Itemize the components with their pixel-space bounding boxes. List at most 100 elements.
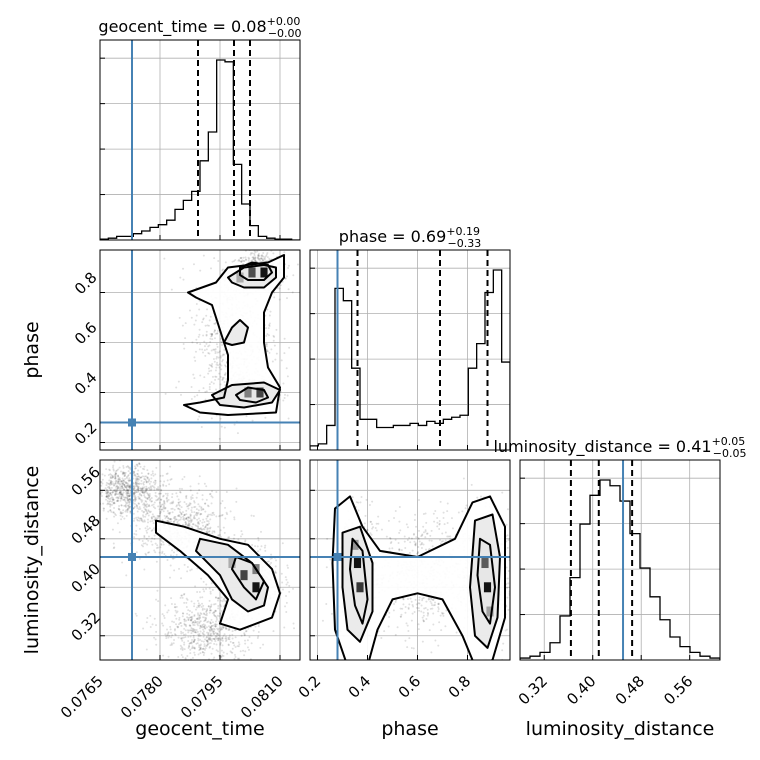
sample-point bbox=[172, 551, 175, 554]
sample-point bbox=[219, 417, 222, 420]
sample-point bbox=[205, 333, 208, 336]
sample-point bbox=[206, 515, 209, 518]
sample-point bbox=[159, 511, 162, 514]
sample-point bbox=[120, 480, 123, 483]
sample-point bbox=[259, 646, 262, 649]
sample-point bbox=[186, 505, 189, 508]
sample-point bbox=[185, 605, 188, 608]
sample-point bbox=[125, 509, 128, 512]
sample-point bbox=[169, 576, 172, 579]
sample-point bbox=[111, 498, 114, 501]
sample-point bbox=[188, 519, 191, 522]
sample-point bbox=[118, 508, 121, 511]
sample-point bbox=[231, 651, 234, 654]
sample-point bbox=[115, 496, 118, 499]
sample-point bbox=[183, 501, 186, 504]
sample-point bbox=[192, 517, 195, 520]
sample-point bbox=[199, 624, 202, 627]
sample-point bbox=[243, 632, 246, 635]
sample-point bbox=[106, 490, 109, 493]
sample-point bbox=[260, 530, 263, 533]
sample-point bbox=[163, 514, 166, 517]
sample-point bbox=[135, 483, 138, 486]
sample-point bbox=[199, 624, 202, 627]
sample-point bbox=[121, 486, 124, 489]
sample-point bbox=[212, 630, 215, 633]
sample-point bbox=[127, 498, 130, 501]
sample-point bbox=[146, 497, 149, 500]
sample-point bbox=[197, 521, 200, 524]
sample-point bbox=[195, 642, 198, 645]
sample-point bbox=[115, 486, 118, 489]
sample-point bbox=[165, 515, 168, 518]
sample-point bbox=[258, 254, 261, 257]
sample-point bbox=[194, 585, 197, 588]
sample-point bbox=[204, 624, 207, 627]
sample-point bbox=[152, 503, 155, 506]
sample-point bbox=[132, 493, 135, 496]
sample-point bbox=[226, 652, 229, 655]
sample-point bbox=[181, 615, 184, 618]
sample-point bbox=[142, 520, 145, 523]
sample-point bbox=[134, 485, 137, 488]
sample-point bbox=[181, 523, 184, 526]
sample-point bbox=[174, 633, 177, 636]
sample-point bbox=[207, 636, 210, 639]
sample-point bbox=[165, 484, 168, 487]
sample-point bbox=[233, 423, 236, 426]
sample-point bbox=[189, 513, 192, 516]
sample-point bbox=[144, 478, 147, 481]
sample-point bbox=[210, 652, 213, 655]
sample-point bbox=[118, 478, 121, 481]
sample-point bbox=[196, 642, 199, 645]
sample-point bbox=[227, 644, 230, 647]
sample-point bbox=[140, 500, 143, 503]
sample-point bbox=[115, 470, 118, 473]
sample-point bbox=[197, 526, 200, 529]
sample-point bbox=[215, 615, 218, 618]
sample-point bbox=[140, 479, 143, 482]
sample-point bbox=[119, 487, 122, 490]
sample-point bbox=[180, 661, 182, 663]
sample-point bbox=[223, 531, 226, 534]
sample-point bbox=[217, 628, 220, 631]
sample-point bbox=[137, 488, 140, 491]
sample-point bbox=[220, 341, 223, 344]
sample-point bbox=[109, 497, 112, 500]
sample-point bbox=[215, 637, 218, 640]
sample-point bbox=[190, 611, 193, 614]
sample-point bbox=[117, 478, 120, 481]
sample-point bbox=[245, 629, 248, 632]
sample-point bbox=[209, 513, 212, 516]
sample-point bbox=[135, 490, 138, 493]
sample-point bbox=[210, 364, 213, 367]
sample-point bbox=[153, 501, 156, 504]
sample-point bbox=[268, 322, 271, 325]
sample-point bbox=[209, 642, 212, 645]
sample-point bbox=[166, 558, 169, 561]
sample-point bbox=[212, 624, 215, 627]
sample-point bbox=[233, 516, 236, 519]
sample-point bbox=[211, 612, 214, 615]
sample-point bbox=[143, 503, 146, 506]
sample-point bbox=[257, 252, 260, 255]
sample-point bbox=[106, 491, 109, 494]
sample-point bbox=[286, 564, 289, 567]
sample-point bbox=[182, 342, 185, 345]
sample-point bbox=[143, 481, 146, 484]
sample-point bbox=[198, 527, 201, 530]
sample-point bbox=[202, 527, 205, 530]
sample-point bbox=[196, 513, 199, 516]
sample-point bbox=[253, 250, 256, 253]
sample-point bbox=[274, 358, 277, 361]
sample-point bbox=[122, 494, 125, 497]
sample-point bbox=[143, 490, 146, 493]
sample-point bbox=[135, 529, 138, 532]
sample-point bbox=[141, 491, 144, 494]
sample-point bbox=[106, 495, 109, 498]
sample-point bbox=[161, 495, 164, 498]
sample-point bbox=[120, 512, 123, 515]
sample-point bbox=[204, 526, 207, 529]
sample-point bbox=[207, 605, 210, 608]
sample-point bbox=[127, 484, 130, 487]
